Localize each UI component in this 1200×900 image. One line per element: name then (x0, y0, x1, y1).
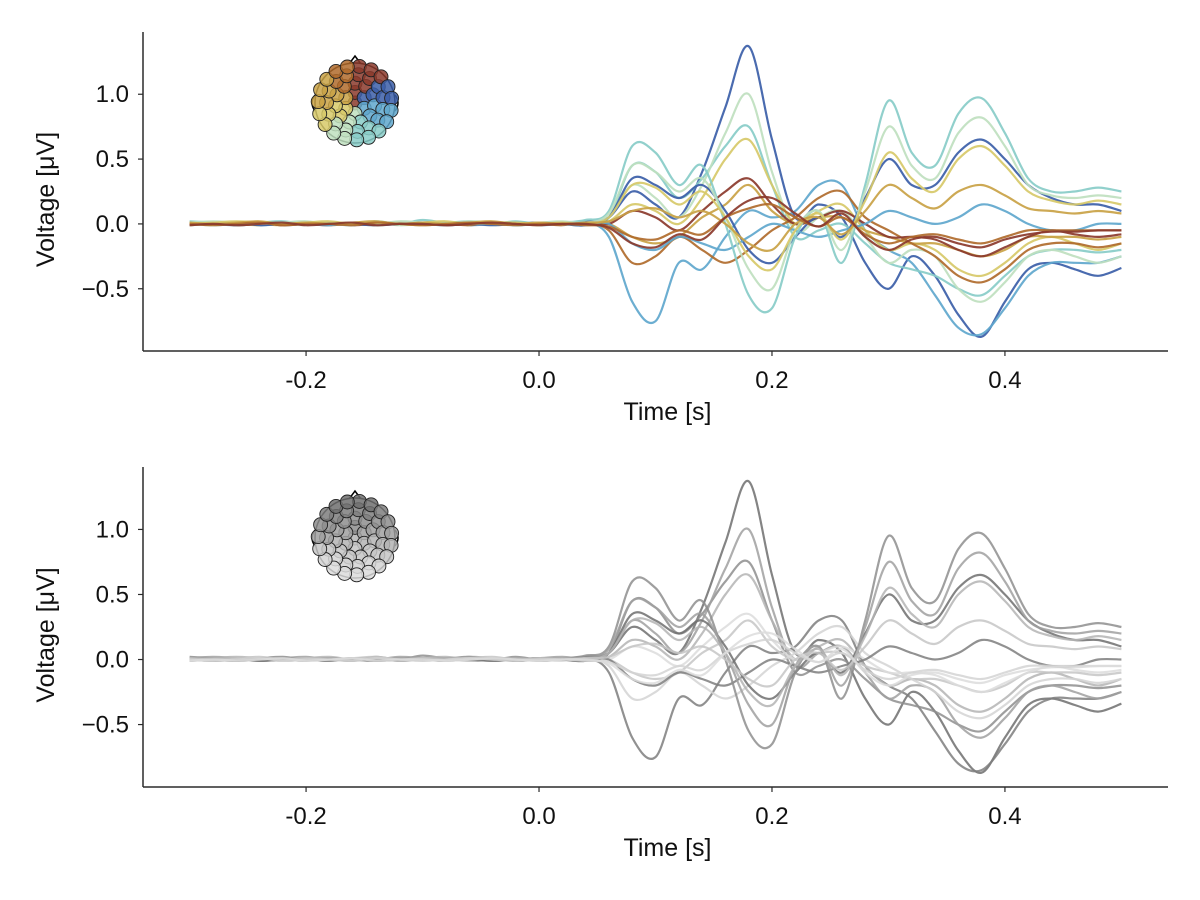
x-tick-label: 0.2 (755, 367, 788, 394)
y-tick-label: 0.5 (96, 581, 129, 608)
x-tick-label: -0.2 (285, 803, 326, 830)
x-tick-label: 0.4 (988, 367, 1021, 394)
electrode-dot (339, 59, 355, 75)
x-axis-label: Time [s] (624, 398, 712, 426)
channel-line (189, 177, 1122, 258)
y-axis-label: Voltage [μV] (32, 567, 60, 702)
channel-position-topoplot (310, 54, 400, 148)
channel-line (189, 195, 1122, 251)
bottom-panel-grayscale-butterfly-plot: -0.2 0.0 0.2 0.4 −0.5 0.0 0.5 1.0 Time [s] Voltag… (32, 467, 1168, 862)
y-tick-label: −0.5 (82, 712, 129, 739)
y-tick-label: 0.0 (96, 211, 129, 238)
channel-lines (189, 480, 1122, 774)
y-tick-label: 1.0 (96, 516, 129, 543)
channel-line (189, 138, 1122, 265)
x-axis-label: Time [s] (624, 834, 712, 862)
x-tick-label: 0.0 (522, 367, 555, 394)
channel-line (189, 631, 1122, 687)
y-tick-label: 0.5 (96, 146, 129, 173)
x-tick-label: 0.2 (755, 803, 788, 830)
y-tick-label: 1.0 (96, 81, 129, 108)
y-tick-label: −0.5 (82, 276, 129, 303)
y-axis-label: Voltage [μV] (32, 132, 60, 267)
x-tick-label: 0.4 (988, 803, 1021, 830)
y-tick-label: 0.0 (96, 647, 129, 674)
channel-line (189, 573, 1122, 701)
channel-line (189, 203, 1122, 245)
electrode-dot (339, 494, 355, 510)
channel-line (189, 638, 1122, 681)
x-tick-label: 0.0 (522, 803, 555, 830)
channel-line (189, 612, 1122, 694)
top-panel-colored-butterfly-plot: -0.2 0.0 0.2 0.4 −0.5 0.0 0.5 1.0 Time [s] Voltag… (32, 32, 1168, 426)
channel-lines (189, 45, 1122, 338)
x-tick-label: -0.2 (285, 367, 326, 394)
channel-position-topoplot (310, 489, 400, 583)
